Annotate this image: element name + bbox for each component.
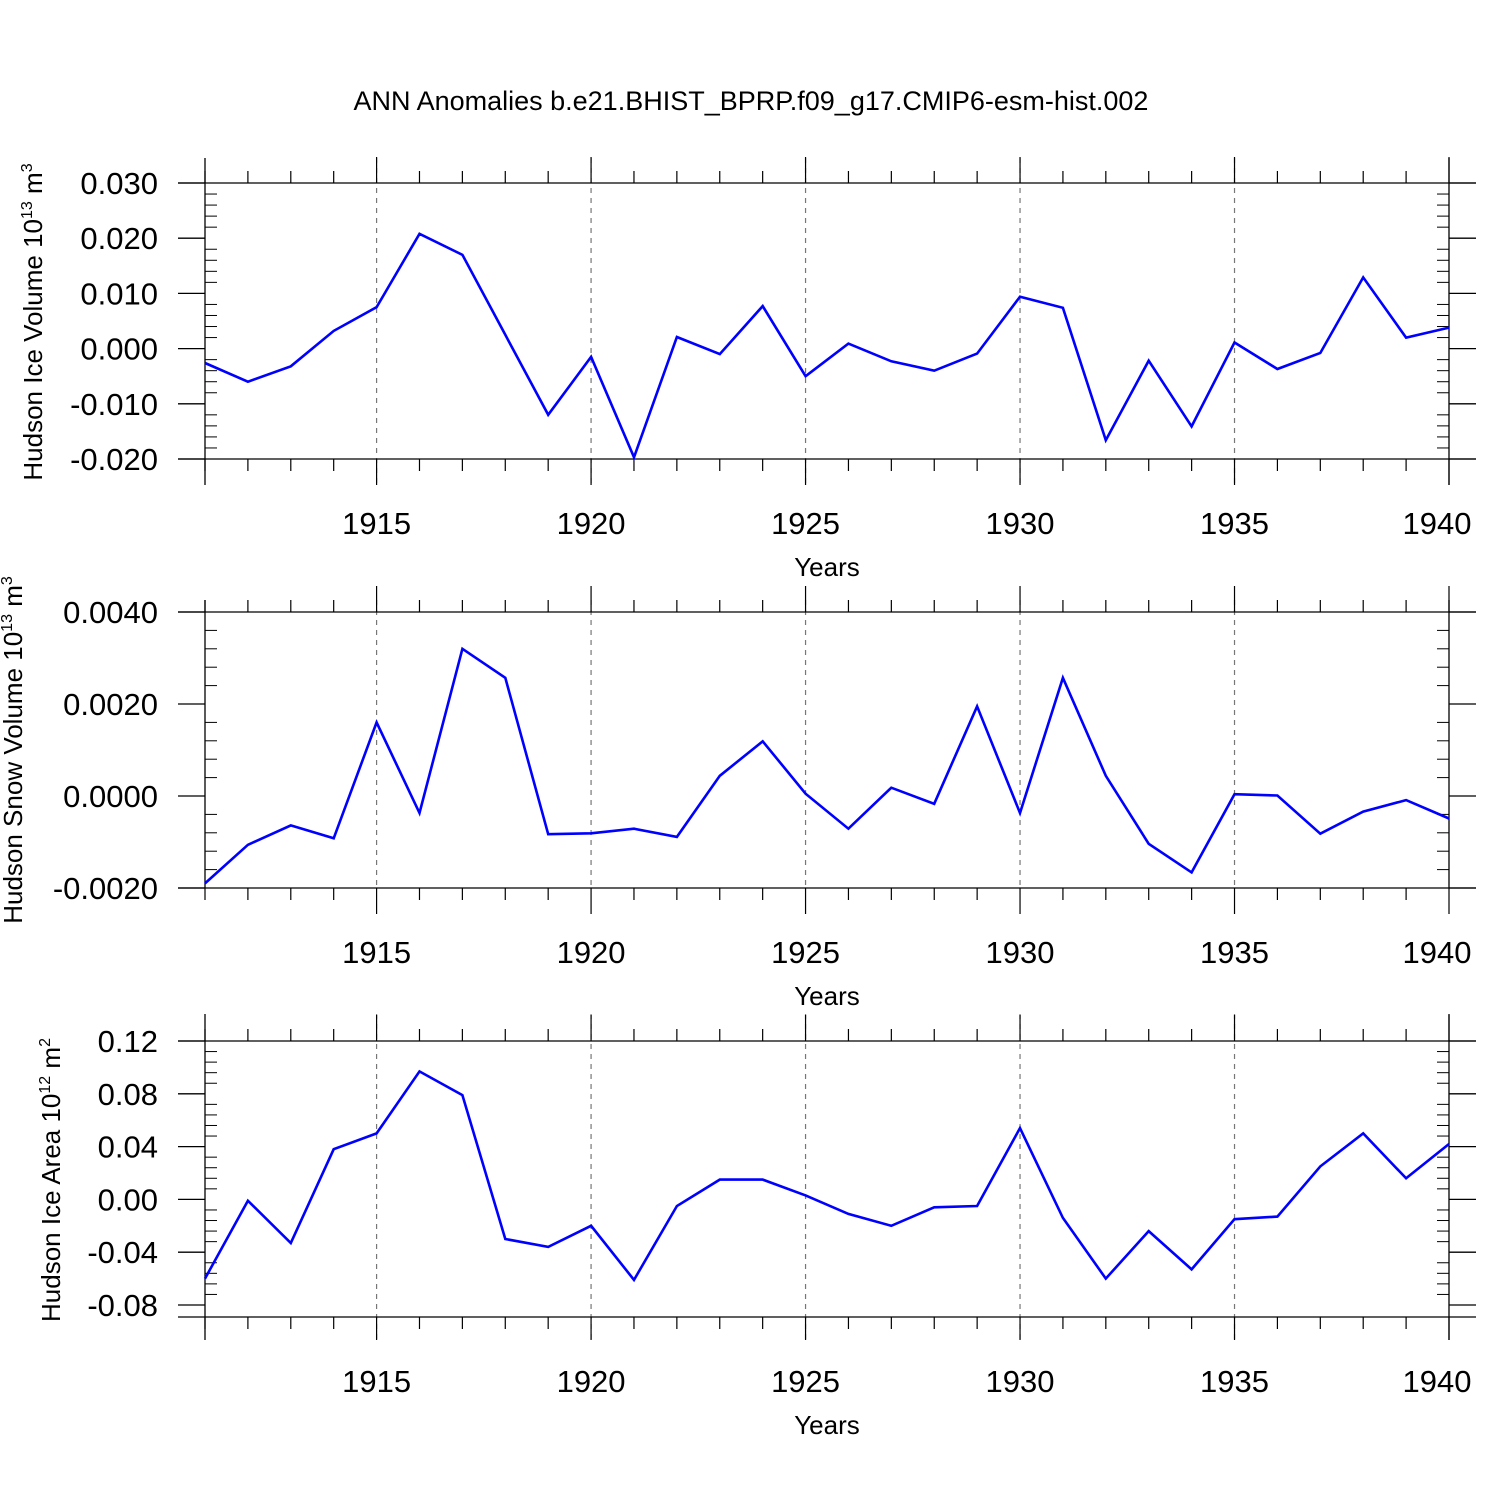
x-tick-label: 1940: [1403, 1364, 1472, 1399]
panel-1: -0.020 -0.010 0.000 0.010 0.020 0.030 1915 1920…: [18, 157, 1476, 582]
y-axis-label-unit-exponent: 3: [19, 163, 36, 172]
plot-frame: [178, 158, 1476, 485]
y-tick-label: -0.0020: [53, 871, 158, 906]
x-tick-label: 1940: [1403, 935, 1472, 970]
y-axis-label-unit-exponent: 3: [0, 576, 16, 585]
series-line: [204, 232, 1450, 461]
panel-3: -0.08 -0.04 0.00 0.04 0.08 0.12 1915 1920 1925 19…: [36, 1014, 1476, 1440]
x-tick-label: 1920: [557, 1364, 626, 1399]
figure-title: ANN Anomalies b.e21.BHIST_BPRP.f09_g17.C…: [354, 86, 1149, 116]
x-tick-label: 1925: [771, 506, 840, 541]
y-axis-label-unit: m: [18, 172, 48, 201]
y-tick-label: -0.010: [70, 387, 158, 422]
y-tick-label: -0.020: [70, 442, 158, 477]
x-tick-label: 1935: [1200, 506, 1269, 541]
x-tick-label: 1925: [771, 1364, 840, 1399]
x-tick-label: 1930: [986, 935, 1055, 970]
y-axis-label-unit-exponent: 2: [37, 1038, 54, 1047]
y-tick-label: 0.010: [80, 276, 158, 311]
x-tick-label: 1915: [342, 506, 411, 541]
y-axis-label: Hudson Ice Volume 1013 m3: [18, 163, 48, 480]
y-axis-label: Hudson Ice Area 1012 m2: [36, 1038, 66, 1322]
x-tick-label: 1915: [342, 1364, 411, 1399]
y-axis-label-exponent: 13: [0, 614, 16, 632]
y-tick-label: 0.04: [98, 1130, 158, 1165]
x-axis-label: Years: [794, 1410, 860, 1440]
y-axis-label-exponent: 13: [19, 201, 36, 219]
series-line: [203, 1069, 1450, 1283]
y-tick-label: -0.04: [87, 1235, 158, 1270]
x-tick-label: 1935: [1200, 935, 1269, 970]
y-axis-label-exponent: 12: [37, 1076, 54, 1094]
x-tick-label: 1920: [557, 506, 626, 541]
y-tick-label: 0.030: [80, 166, 158, 201]
x-tick-label: 1940: [1403, 506, 1472, 541]
y-axis-label-unit: m: [36, 1047, 66, 1076]
y-tick-label: 0.00: [98, 1182, 158, 1217]
y-tick-label: 0.0040: [63, 595, 158, 630]
y-axis-label-text: Hudson Ice Volume 10: [18, 219, 48, 481]
y-axis-label-unit: m: [0, 585, 28, 614]
x-tick-label: 1930: [986, 1364, 1055, 1399]
x-tick-label: 1915: [342, 935, 411, 970]
y-tick-label: -0.08: [87, 1288, 158, 1323]
plot-frame: [178, 600, 1476, 889]
y-tick-label: 0.08: [98, 1077, 158, 1112]
x-tick-label: 1930: [986, 506, 1055, 541]
y-tick-label: 0.000: [80, 332, 158, 367]
panel-2: -0.0020 0.0000 0.0020 0.0040 1915 1920 1925 193…: [0, 576, 1476, 1011]
y-tick-label: 0.0020: [63, 687, 158, 722]
x-tick-label: 1925: [771, 935, 840, 970]
series-line: [204, 646, 1450, 885]
y-axis-label: Hudson Snow Volume 1013 m3: [0, 576, 28, 924]
y-tick-label: 0.12: [98, 1024, 158, 1059]
plot-frame: [178, 1014, 1476, 1340]
x-axis-label: Years: [794, 981, 860, 1011]
y-axis-label-text: Hudson Ice Area 10: [36, 1094, 66, 1322]
x-axis-label: Years: [794, 552, 860, 582]
y-axis-label-text: Hudson Snow Volume 10: [0, 632, 28, 924]
y-tick-label: 0.020: [80, 221, 158, 256]
x-tick-label: 1920: [557, 935, 626, 970]
x-tick-label: 1935: [1200, 1364, 1269, 1399]
y-tick-label: 0.0000: [63, 779, 158, 814]
